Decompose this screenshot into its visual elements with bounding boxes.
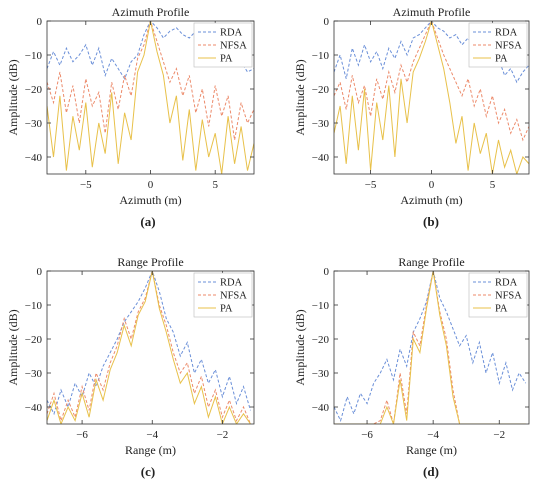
panel-caption: (b) [423, 214, 439, 229]
series-lines [47, 21, 254, 174]
plot-area-frame [46, 270, 255, 425]
legend-label-pa: PA [220, 304, 233, 315]
y-axis-label: Amplitude (dB) [6, 309, 20, 385]
legend-label-rda: RDA [220, 28, 243, 39]
legend-label-rda: RDA [495, 278, 518, 289]
panel-title: Range Profile [398, 255, 464, 269]
legend-label-pa: PA [220, 54, 233, 65]
x-tick-label: 0 [429, 179, 435, 191]
x-axis-label: Azimuth (m) [119, 193, 181, 207]
y-tick-label: −30 [25, 118, 43, 130]
y-tick-label: −10 [25, 50, 43, 62]
y-tick-label: −40 [25, 152, 43, 164]
series-line-rda [47, 271, 251, 416]
y-tick-label: −40 [312, 402, 330, 414]
legend: RDA NFSA PA [468, 22, 528, 68]
y-tick-label: −20 [312, 334, 330, 346]
legend-label-nfsa: NFSA [220, 291, 247, 302]
series-line-nfsa [334, 21, 529, 142]
legend: RDA NFSA PA [193, 22, 253, 68]
y-axis-label: Amplitude (dB) [6, 59, 20, 135]
plot-area-frame [333, 270, 530, 425]
y-tick-label: −20 [312, 84, 330, 96]
panel-title: Range Profile [117, 255, 183, 269]
panel-caption: (a) [140, 214, 155, 229]
legend-label-nfsa: NFSA [495, 41, 522, 52]
series-line-pa [334, 271, 526, 424]
series-lines [334, 271, 527, 424]
y-axis-label: Amplitude (dB) [293, 309, 307, 385]
panel-caption: (c) [141, 464, 155, 479]
legend: RDA NFSA PA [468, 272, 528, 318]
x-tick-label: −6 [361, 429, 373, 441]
x-tick-label: 5 [490, 179, 496, 191]
x-tick-label: 5 [212, 179, 218, 191]
y-tick-label: 0 [324, 16, 330, 28]
y-tick-label: −20 [25, 334, 43, 346]
y-tick-label: 0 [37, 16, 43, 28]
legend-label-nfsa: NFSA [495, 291, 522, 302]
y-tick-label: −30 [312, 118, 330, 130]
series-line-rda [334, 271, 527, 423]
series-lines [47, 271, 251, 424]
x-tick-label: −5 [80, 179, 92, 191]
x-tick-label: −6 [76, 429, 88, 441]
x-tick-label: 0 [148, 179, 154, 191]
y-tick-label: −40 [25, 402, 43, 414]
y-axis-label: Amplitude (dB) [293, 59, 307, 135]
legend-box [193, 22, 253, 68]
y-tick-label: −10 [25, 300, 43, 312]
y-tick-label: −30 [25, 368, 43, 380]
legend-label-nfsa: NFSA [220, 41, 247, 52]
series-line-pa [334, 21, 529, 174]
y-tick-label: 0 [324, 266, 330, 278]
x-tick-label: −2 [493, 429, 505, 441]
series-line-pa [47, 271, 251, 424]
legend-label-rda: RDA [495, 28, 518, 39]
x-tick-label: −2 [217, 429, 229, 441]
panel-b: 0 −10 −20 −30 −40 −5 0 5 Azimuth Profile Azimuth … [293, 5, 530, 229]
panel-caption: (d) [423, 464, 439, 479]
legend-label-pa: PA [495, 304, 508, 315]
legend-label-pa: PA [495, 54, 508, 65]
x-axis-label: Azimuth (m) [400, 193, 462, 207]
legend: RDA NFSA PA [193, 272, 253, 318]
x-tick-label: −5 [365, 179, 377, 191]
panel-title: Azimuth Profile [112, 5, 190, 19]
y-tick-label: 0 [37, 266, 43, 278]
x-tick-label: −4 [146, 429, 158, 441]
x-tick-label: −4 [427, 429, 439, 441]
y-tick-label: −10 [312, 300, 330, 312]
y-tick-label: −40 [312, 152, 330, 164]
panel-title: Azimuth Profile [393, 5, 471, 19]
x-axis-label: Range (m) [125, 443, 176, 457]
y-tick-label: −30 [312, 368, 330, 380]
panel-d: 0 −10 −20 −30 −40 −6 −4 −2 Range Profile Range (m… [293, 255, 530, 479]
y-tick-label: −20 [25, 84, 43, 96]
panel-c: 0 −10 −20 −30 −40 −6 −4 −2 Range Profile Range (m… [6, 255, 255, 479]
panel-a: 0 −10 −20 −30 −40 −5 0 5 Azimuth Profile Azimuth … [6, 5, 255, 229]
series-line-pa [47, 21, 254, 174]
legend-label-rda: RDA [220, 278, 243, 289]
x-axis-label: Range (m) [406, 443, 457, 457]
y-tick-label: −10 [312, 50, 330, 62]
